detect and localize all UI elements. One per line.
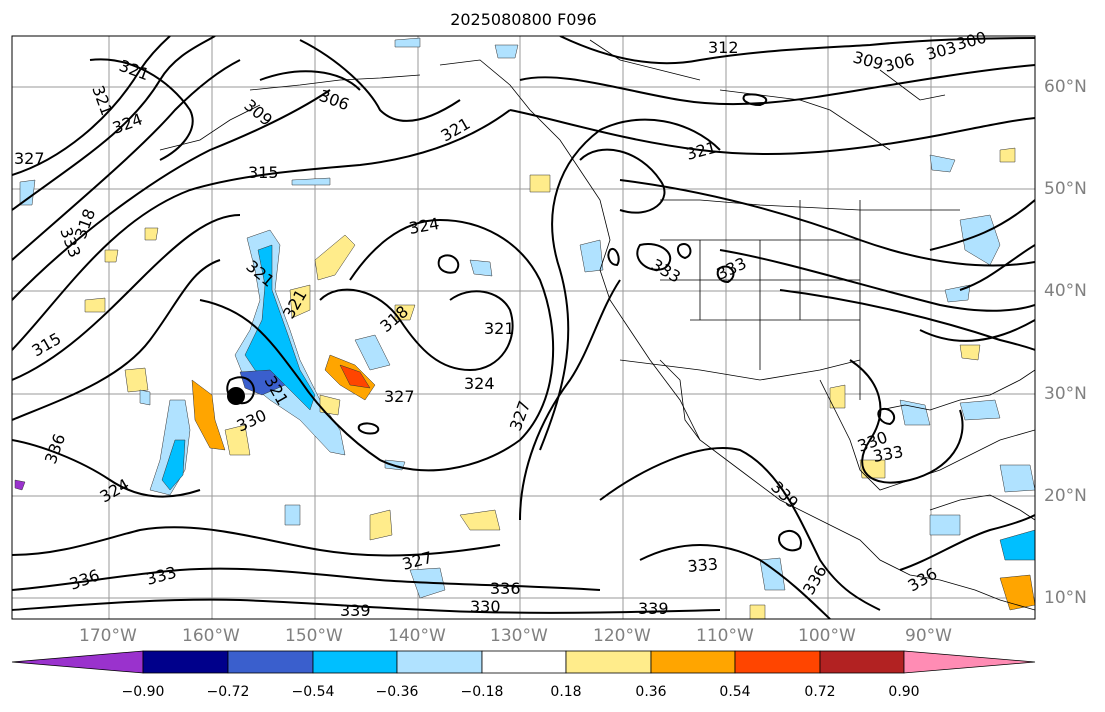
colorbar-tick-label: −0.90 — [121, 684, 165, 700]
colorbar-tick-label: 0.72 — [804, 684, 836, 700]
colorbar-tick-label: −0.54 — [291, 684, 335, 700]
lat-label: 10°N — [1044, 588, 1087, 608]
lon-label: 120°W — [593, 626, 651, 646]
map-title: 2025080800 F096 — [450, 10, 597, 29]
contour-label: 321 — [484, 319, 515, 338]
lat-label: 50°N — [1044, 179, 1087, 199]
shaded-anomalies — [14, 37, 1035, 619]
contour-label: 327 — [384, 387, 415, 406]
lat-label: 20°N — [1044, 486, 1087, 506]
lon-label: 100°W — [798, 626, 856, 646]
contours — [12, 36, 1035, 619]
colorbar-cell — [11, 650, 144, 674]
colorbar-cell — [481, 650, 567, 674]
colorbar-cell — [312, 650, 398, 674]
lat-label: 40°N — [1044, 281, 1087, 301]
lon-label: 140°W — [388, 626, 446, 646]
colorbar-cell — [565, 650, 652, 674]
colorbar-cell — [227, 650, 314, 674]
lat-label: 60°N — [1044, 77, 1087, 97]
lon-label: 170°W — [79, 626, 137, 646]
lon-label: 160°W — [182, 626, 240, 646]
contour-label: 339 — [340, 601, 371, 620]
colorbar-cell — [903, 650, 1036, 674]
colorbar-tick-label: 0.18 — [550, 684, 582, 700]
lon-label: 110°W — [696, 626, 754, 646]
contour-label: 333 — [687, 554, 719, 576]
colorbar-cell — [142, 650, 229, 674]
colorbar-tick-label: 0.36 — [635, 684, 667, 700]
lat-label: 30°N — [1044, 384, 1087, 404]
colorbar-tick-label: 0.54 — [719, 684, 751, 700]
colorbar-cell — [734, 650, 821, 674]
contour-label: 315 — [248, 163, 279, 182]
colorbar-cell — [650, 650, 736, 674]
storm-center-marker — [227, 387, 245, 405]
contour-label: 312 — [708, 38, 739, 57]
colorbar-cell — [396, 650, 483, 674]
contour-label: 330 — [470, 597, 501, 616]
lon-label: 130°W — [490, 626, 548, 646]
contour-label: 336 — [490, 579, 521, 598]
lon-label: 90°W — [905, 626, 952, 646]
colorbar — [11, 650, 1036, 674]
colorbar-tick-label: −0.72 — [206, 684, 250, 700]
colorbar-tick-label: 0.90 — [888, 684, 920, 700]
contour-label: 327 — [14, 149, 45, 168]
lon-label: 150°W — [285, 626, 343, 646]
colorbar-tick-label: −0.36 — [375, 684, 419, 700]
colorbar-tick-label: −0.18 — [460, 684, 504, 700]
contour-label: 339 — [638, 599, 669, 618]
contour-label: 324 — [464, 374, 495, 393]
colorbar-cell — [819, 650, 905, 674]
